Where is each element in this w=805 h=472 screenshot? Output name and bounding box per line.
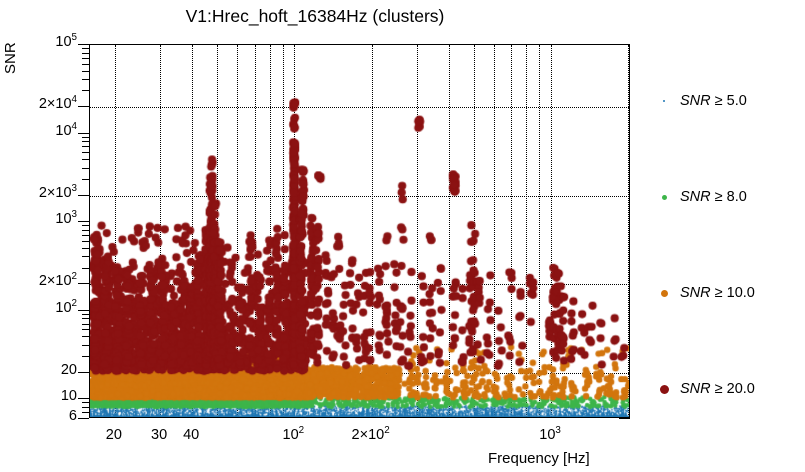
y-tick — [82, 313, 89, 315]
y-tick — [82, 406, 89, 408]
x-axis-title: Frequency [Hz] — [488, 450, 590, 467]
y-tick-label: 105 — [55, 32, 77, 50]
y-tick-right — [619, 418, 630, 419]
legend-entry-snr-20[interactable]: SNR ≥ 20.0 — [648, 376, 805, 402]
y-tick — [82, 336, 89, 338]
y-tick — [82, 267, 89, 269]
legend: SNR ≥ 5.0 SNR ≥ 8.0 SNR ≥ 10.0 SNR ≥ 20.0 — [648, 60, 805, 397]
y-tick-label: 103 — [55, 209, 77, 228]
x-tick-label: 103 — [539, 425, 561, 443]
legend-marker-icon — [648, 194, 680, 200]
x-tick-label: 20 — [105, 427, 122, 443]
y-tick — [78, 194, 89, 196]
y-tick-label: 104 — [55, 120, 77, 139]
legend-entry-snr-10[interactable]: SNR ≥ 10.0 — [648, 280, 805, 306]
y-tick — [82, 178, 89, 180]
y-tick — [82, 167, 89, 169]
y-tick-label: 10 — [60, 388, 77, 405]
y-tick — [78, 105, 89, 107]
x-tick-label: 2×102 — [351, 425, 390, 443]
marker-dot-icon — [661, 194, 667, 200]
y-tick — [78, 418, 89, 419]
y-tick — [82, 247, 89, 249]
legend-label-prefix: SNR — [680, 93, 711, 109]
legend-label-suffix: ≥ 8.0 — [710, 189, 747, 205]
y-tick — [78, 283, 89, 285]
marker-dot-icon — [659, 384, 669, 394]
legend-label: SNR ≥ 10.0 — [680, 285, 755, 301]
y-tick — [82, 52, 89, 54]
y-tick — [82, 146, 89, 148]
y-tick — [82, 63, 89, 65]
legend-marker-icon — [648, 100, 680, 102]
legend-entry-snr-8[interactable]: SNR ≥ 8.0 — [648, 184, 805, 210]
y-tick — [78, 132, 89, 134]
y-tick — [82, 323, 89, 325]
marker-dot-icon — [663, 100, 665, 102]
legend-label: SNR ≥ 5.0 — [680, 93, 747, 109]
legend-label-suffix: ≥ 5.0 — [710, 93, 747, 109]
y-tick — [82, 159, 89, 161]
legend-label-prefix: SNR — [680, 189, 711, 205]
y-tick — [82, 70, 89, 72]
scatter-canvas — [90, 45, 629, 417]
legend-entry-snr-5[interactable]: SNR ≥ 5.0 — [648, 88, 805, 114]
legend-marker-icon — [648, 384, 680, 394]
y-axis-title: SNR — [2, 42, 19, 74]
page-title: V1:Hrec_hoft_16384Hz (clusters) — [185, 6, 445, 26]
y-tick — [82, 240, 89, 242]
y-tick — [82, 229, 89, 231]
x-tick-label: 102 — [282, 425, 305, 443]
y-tick-label: 6 — [68, 408, 77, 424]
y-tick — [78, 221, 89, 223]
y-tick — [82, 412, 89, 414]
y-tick — [78, 44, 89, 45]
y-tick — [82, 136, 89, 138]
y-tick — [82, 57, 89, 59]
y-tick-label: 20 — [60, 361, 77, 378]
y-tick — [82, 48, 89, 50]
y-tick-label: 2×102 — [38, 271, 77, 290]
y-tick — [82, 318, 89, 320]
legend-marker-icon — [648, 289, 680, 297]
y-tick — [82, 256, 89, 258]
y-tick-label: 102 — [55, 297, 77, 316]
y-tick — [78, 371, 89, 373]
y-tick — [82, 329, 89, 331]
legend-label-suffix: ≥ 20.0 — [710, 381, 755, 397]
y-tick — [82, 141, 89, 143]
marker-dot-icon — [660, 289, 668, 297]
legend-label-suffix: ≥ 10.0 — [710, 285, 755, 301]
y-tick — [82, 402, 89, 404]
y-tick — [82, 79, 89, 81]
y-tick — [82, 225, 89, 227]
plot-area — [89, 44, 630, 418]
y-tick — [82, 152, 89, 154]
legend-label: SNR ≥ 8.0 — [680, 189, 747, 205]
x-tick-label: 40 — [183, 427, 200, 443]
legend-label-prefix: SNR — [680, 381, 711, 397]
y-tick — [82, 234, 89, 236]
y-tick-label: 2×103 — [38, 182, 77, 201]
legend-label: SNR ≥ 20.0 — [680, 381, 755, 397]
x-tick-label: 30 — [151, 427, 168, 443]
y-tick — [78, 309, 89, 311]
y-tick — [82, 356, 89, 358]
y-tick-label: 2×104 — [38, 94, 77, 112]
y-tick — [82, 90, 89, 92]
y-tick — [78, 398, 89, 400]
y-tick — [82, 345, 89, 346]
legend-label-prefix: SNR — [680, 285, 711, 301]
